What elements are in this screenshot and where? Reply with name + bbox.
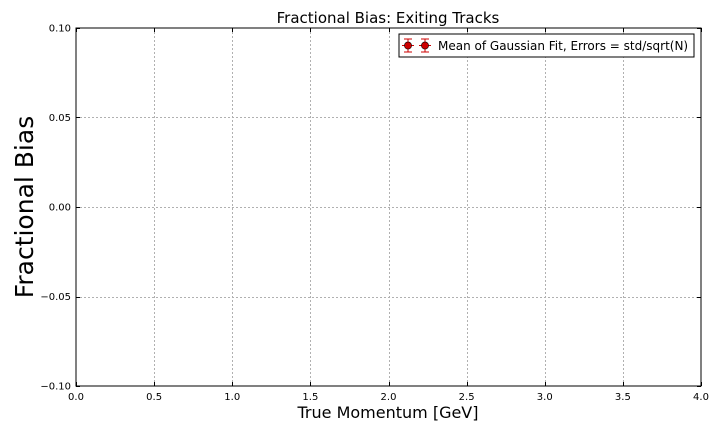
grid (76, 28, 701, 386)
legend: Mean of Gaussian Fit, Errors = std/sqrt(… (398, 33, 695, 58)
y-tick-label: 0.10 (49, 24, 71, 35)
plot-frame (75, 27, 702, 387)
y-tick-label: 0.00 (49, 203, 71, 214)
x-axis-label: True Momentum [GeV] (297, 403, 479, 422)
x-tick-label: 3.5 (615, 392, 631, 403)
y-tick-label: 0.05 (49, 113, 71, 124)
legend-label: Mean of Gaussian Fit, Errors = std/sqrt(… (438, 39, 688, 53)
y-axis-label: Fractional Bias (10, 116, 39, 298)
chart-title: Fractional Bias: Exiting Tracks (277, 9, 500, 27)
legend-box (398, 33, 695, 58)
x-tick-label: 3.0 (537, 392, 553, 403)
x-tick-label: 2.0 (381, 392, 397, 403)
legend-marker-icon (402, 38, 414, 53)
x-tick-label: 1.0 (224, 392, 240, 403)
x-tick-label: 2.5 (459, 392, 475, 403)
y-tick-label: −0.10 (40, 382, 71, 393)
x-tick-label: 4.0 (693, 392, 709, 403)
x-tick-label: 0.5 (146, 392, 162, 403)
x-tick-label: 1.5 (302, 392, 318, 403)
y-tick-label: −0.05 (40, 292, 71, 303)
legend-marker-icon (419, 38, 431, 53)
x-tick-label: 0.0 (68, 392, 84, 403)
